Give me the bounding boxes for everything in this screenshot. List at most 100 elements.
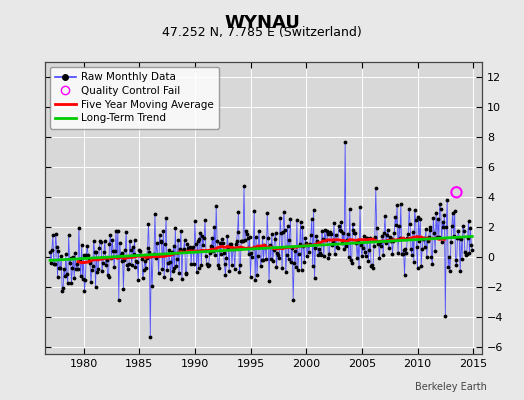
Point	[436, 206, 445, 212]
Point	[54, 248, 63, 254]
Point	[64, 232, 73, 238]
Point	[379, 252, 387, 258]
Point	[256, 244, 264, 251]
Point	[323, 231, 332, 238]
Point	[79, 276, 87, 282]
Point	[49, 232, 57, 238]
Point	[254, 253, 262, 260]
Point	[366, 235, 374, 242]
Y-axis label: Temperature Anomaly (°C): Temperature Anomaly (°C)	[523, 134, 524, 282]
Point	[299, 243, 308, 249]
Point	[414, 214, 423, 220]
Point	[220, 250, 228, 256]
Point	[88, 267, 96, 273]
Point	[373, 224, 381, 231]
Point	[133, 259, 141, 265]
Point	[325, 250, 334, 257]
Point	[419, 236, 427, 242]
Point	[135, 247, 144, 254]
Point	[168, 249, 176, 256]
Point	[346, 206, 354, 212]
Point	[83, 243, 91, 249]
Point	[73, 260, 81, 267]
Point	[232, 241, 240, 247]
Point	[420, 235, 428, 242]
Point	[298, 224, 307, 230]
Point	[67, 280, 75, 286]
Point	[385, 244, 393, 251]
Point	[60, 266, 68, 272]
Point	[347, 260, 356, 266]
Point	[255, 228, 263, 234]
Point	[297, 219, 305, 226]
Point	[161, 241, 169, 248]
Point	[205, 250, 214, 256]
Point	[273, 250, 281, 256]
Point	[384, 227, 392, 233]
Point	[287, 259, 296, 265]
Point	[112, 228, 120, 234]
Point	[319, 236, 327, 242]
Point	[270, 236, 279, 242]
Point	[155, 270, 163, 277]
Point	[331, 251, 339, 257]
Point	[343, 237, 351, 243]
Point	[96, 237, 104, 244]
Point	[242, 227, 250, 234]
Point	[148, 283, 156, 290]
Point	[348, 221, 357, 227]
Point	[328, 242, 336, 248]
Point	[245, 233, 254, 240]
Point	[456, 268, 464, 274]
Point	[447, 239, 455, 245]
Point	[353, 254, 362, 261]
Point	[292, 264, 300, 270]
Point	[145, 249, 154, 255]
Point	[431, 248, 439, 254]
Point	[441, 313, 450, 319]
Point	[301, 235, 310, 242]
Point	[66, 260, 74, 266]
Point	[225, 268, 233, 274]
Point	[296, 241, 304, 247]
Point	[216, 251, 225, 258]
Point	[289, 297, 298, 303]
Point	[316, 250, 324, 256]
Point	[199, 242, 208, 248]
Point	[352, 240, 361, 246]
Point	[269, 246, 278, 253]
Point	[195, 236, 204, 242]
Point	[434, 216, 442, 222]
Point	[460, 228, 468, 234]
Point	[146, 334, 155, 340]
Point	[104, 274, 113, 280]
Point	[396, 234, 404, 241]
Point	[317, 252, 325, 258]
Point	[427, 224, 435, 230]
Point	[202, 252, 210, 259]
Point	[197, 262, 205, 268]
Point	[121, 247, 129, 254]
Point	[399, 247, 408, 254]
Point	[231, 266, 239, 272]
Point	[105, 240, 114, 247]
Point	[397, 201, 405, 208]
Point	[280, 209, 288, 215]
Point	[372, 185, 380, 192]
Point	[386, 238, 395, 244]
Point	[172, 263, 180, 269]
Point	[338, 240, 346, 247]
Point	[408, 252, 416, 258]
Point	[84, 252, 92, 259]
Point	[449, 210, 457, 216]
Point	[424, 234, 433, 240]
Point	[118, 250, 127, 256]
Point	[440, 212, 449, 219]
Point	[156, 232, 164, 238]
Point	[136, 248, 144, 254]
Point	[61, 273, 69, 280]
Point	[455, 234, 463, 241]
Point	[124, 266, 132, 272]
Point	[427, 254, 435, 260]
Point	[216, 240, 224, 246]
